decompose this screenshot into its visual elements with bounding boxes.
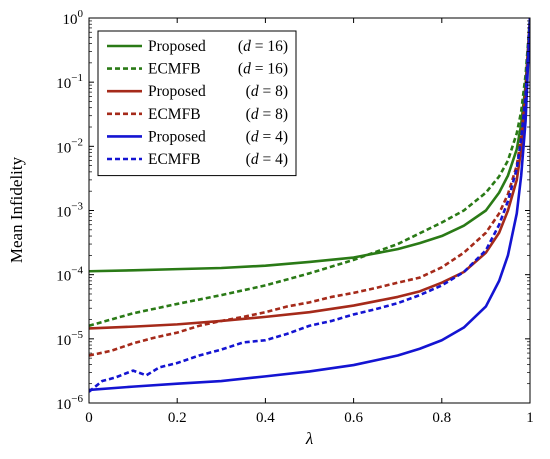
legend-param-1: (d = 16) [238, 61, 288, 78]
x-axis-label: λ [305, 429, 313, 448]
legend-param-2: (d = 8) [246, 83, 288, 100]
legend-label-0: Proposed [148, 38, 206, 55]
legend-label-5: ECMFB [148, 151, 201, 168]
series-line-5 [89, 18, 530, 393]
x-tick-label: 1 [526, 410, 534, 426]
y-tick-label: 100 [63, 8, 84, 28]
legend-label-4: Proposed [148, 128, 206, 145]
x-tick-label: 0.8 [432, 410, 451, 426]
legend-label-3: ECMFB [148, 106, 201, 123]
legend-param-3: (d = 8) [246, 106, 288, 123]
legend: Proposed (d = 16) ECMFB (d = 16) Proposed (d … [97, 30, 297, 177]
series-line-0 [89, 18, 530, 273]
tick-labels-layer: 0 0.2 0.4 0.6 0.8 1 10−6 10−5 10−4 10−3 10−2 10−1 10… [56, 8, 533, 426]
y-tick-label: 10−6 [56, 393, 83, 413]
y-tick-label: 10−5 [56, 329, 83, 349]
y-axis-label: Mean Infidelity [7, 156, 26, 263]
ticks-layer [88, 17, 531, 404]
legend-param-4: (d = 4) [246, 128, 288, 145]
legend-label-2: Proposed [148, 83, 206, 100]
legend-box [97, 30, 297, 177]
y-tick-label: 10−4 [56, 265, 83, 285]
y-tick-label: 10−3 [56, 201, 83, 221]
series-line-4 [89, 18, 530, 392]
x-tick-label: 0.4 [256, 410, 275, 426]
x-tick-label: 0.2 [168, 410, 187, 426]
y-tick-label: 10−2 [56, 136, 83, 156]
series-layer [89, 18, 530, 393]
legend-param-5: (d = 4) [246, 151, 288, 168]
y-tick-label: 10−1 [56, 72, 83, 92]
x-tick-label: 0.6 [344, 410, 363, 426]
x-tick-label: 0 [85, 410, 93, 426]
legend-param-0: (d = 16) [238, 38, 288, 55]
legend-label-1: ECMFB [148, 61, 201, 78]
series-line-3 [89, 18, 530, 357]
series-line-1 [89, 18, 530, 327]
